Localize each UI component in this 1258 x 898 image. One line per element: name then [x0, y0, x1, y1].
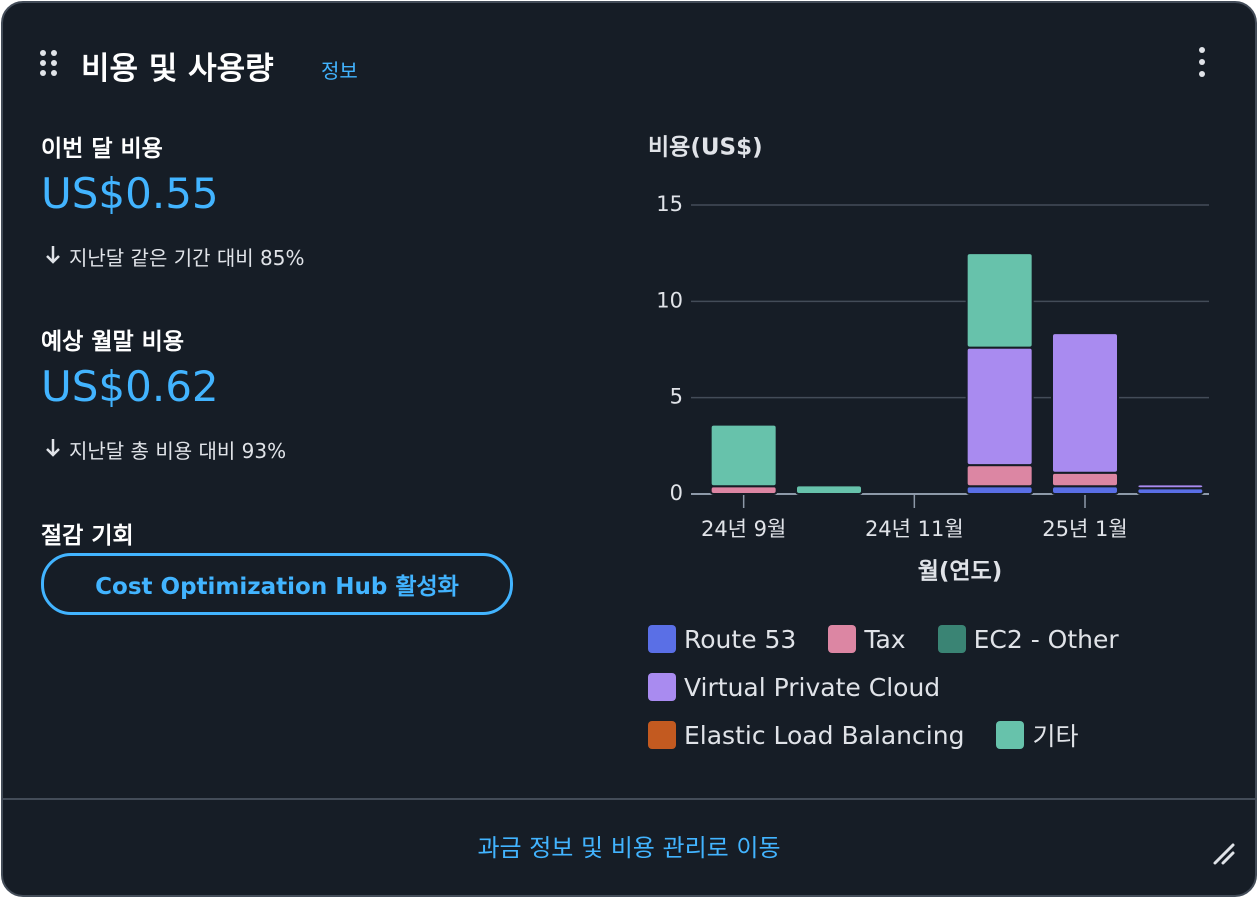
- current-amount: US$0.55: [41, 169, 219, 218]
- legend-item: EC2 - Other: [937, 624, 1119, 654]
- legend-item: Virtual Private Cloud: [648, 672, 941, 702]
- bar-segment: [1051, 332, 1119, 474]
- legend-label: EC2 - Other: [973, 624, 1119, 654]
- x-axis-title: 월(연도): [918, 559, 1003, 585]
- footer-link[interactable]: 과금 정보 및 비용 관리로 이동: [477, 834, 781, 862]
- info-link[interactable]: 정보: [321, 59, 358, 83]
- bar-segment: [965, 346, 1034, 467]
- bar-segment: [965, 464, 1034, 488]
- forecast-label: 예상 월말 비용: [41, 329, 184, 355]
- savings-label: 절감 기회: [41, 523, 134, 549]
- bar-segment: [1051, 471, 1119, 488]
- bar-segment: [709, 423, 778, 488]
- legend-swatch: [648, 673, 676, 701]
- legend-label: 기타: [1032, 722, 1079, 751]
- legend-item: Route 53: [648, 624, 797, 654]
- current-comparison: 지난달 같은 기간 대비 85%: [69, 246, 305, 270]
- legend-label: Route 53: [684, 624, 797, 654]
- resize-handle[interactable]: [1211, 841, 1237, 867]
- legend-label: Virtual Private Cloud: [684, 672, 941, 702]
- bar-segment: [1051, 485, 1119, 496]
- legend: Route 53 Tax EC2 - Other Virtual Private Cl…: [648, 624, 1148, 751]
- legend-label: Elastic Load Balancing: [684, 720, 965, 750]
- bar-segment: [965, 485, 1034, 496]
- legend-swatch: [648, 721, 676, 749]
- legend-swatch: [996, 721, 1025, 749]
- y-tick-label: 0: [670, 481, 683, 505]
- bar-segment: [965, 252, 1034, 349]
- y-axis-title: 비용(US$): [648, 135, 763, 161]
- forecast-comparison: 지난달 총 비용 대비 93%: [69, 439, 287, 463]
- legend-swatch: [937, 625, 966, 653]
- bar-segment: [795, 484, 863, 495]
- drag-handle[interactable]: [39, 49, 59, 79]
- current-label: 이번 달 비용: [41, 136, 163, 162]
- more-menu[interactable]: [1195, 45, 1209, 79]
- chart: 비용(US$) 월(연도) 0 5 10 15 24년 9월 24년 11월 25년 1월: [648, 135, 1209, 585]
- x-tick-label: 24년 11월: [865, 517, 964, 541]
- legend-item: 기타: [996, 721, 1078, 751]
- forecast-amount: US$0.62: [41, 362, 219, 411]
- bar-segment: [1136, 483, 1205, 490]
- down-arrow: [46, 246, 60, 264]
- y-tick-label: 10: [656, 288, 683, 312]
- legend-swatch: [828, 625, 857, 653]
- legend-item: Elastic Load Balancing: [648, 720, 965, 750]
- activate-button[interactable]: Cost Optimization Hub 활성화: [41, 553, 513, 615]
- legend-swatch: [648, 625, 676, 653]
- x-tick-label: 24년 9월: [701, 517, 786, 541]
- widget-title: 비용 및 사용량: [81, 51, 274, 87]
- divider: [3, 798, 1255, 800]
- y-tick-label: 15: [656, 192, 683, 216]
- y-tick-label: 5: [670, 385, 683, 409]
- legend-item: Tax: [828, 624, 906, 654]
- bar-segment: [709, 485, 778, 496]
- legend-label: Tax: [864, 624, 906, 654]
- x-tick-label: 25년 1월: [1042, 517, 1127, 541]
- down-arrow: [46, 439, 60, 457]
